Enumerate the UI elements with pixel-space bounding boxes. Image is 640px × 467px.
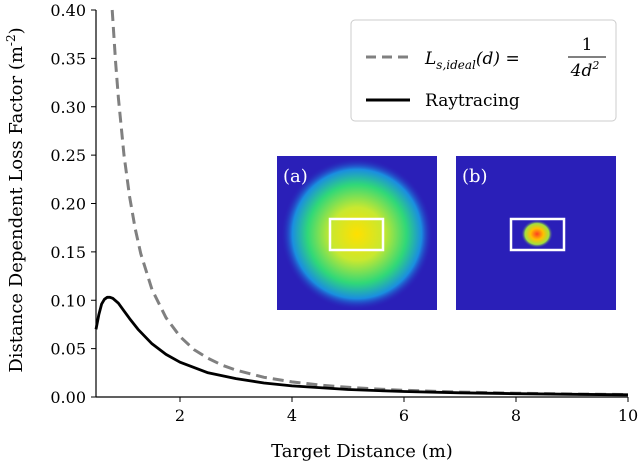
- legend-box: [350, 19, 617, 122]
- x-tick-label: 2: [175, 406, 185, 425]
- y-tick-label: 0.20: [50, 195, 86, 214]
- y-tick-label: 0.05: [50, 340, 86, 359]
- legend-ideal-sub: s,ideal: [436, 58, 476, 72]
- inset-b: (b): [456, 156, 616, 310]
- inset-a-roi-box: [328, 217, 385, 252]
- x-ticks: 2 4 6 8 10: [175, 397, 638, 425]
- y-axis-label: Distance Dependent Loss Factor (m-2): [4, 27, 27, 372]
- y-ticks: 0.00 0.05 0.10 0.15 0.20 0.25 0.30 0.35 0.40: [50, 1, 96, 407]
- inset-a-spot: [281, 158, 433, 310]
- legend-label-raytracing: Raytracing: [425, 91, 520, 111]
- y-axis-label-sup: -2: [4, 34, 18, 46]
- legend-ideal-prefix: L: [424, 49, 436, 69]
- legend-ideal-arg: (d) =: [476, 49, 520, 69]
- legend-ideal-denominator-sup: 2: [591, 59, 599, 72]
- series-group: [94, 9, 629, 397]
- x-tick-label: 6: [399, 406, 409, 425]
- y-tick-label: 0.30: [50, 98, 86, 117]
- y-tick-label: 0.40: [50, 1, 86, 20]
- y-tick-label: 0.00: [50, 388, 86, 407]
- legend-label-ideal: Ls,ideal(d) =: [424, 49, 520, 72]
- x-tick-label: 10: [618, 406, 638, 425]
- x-axis-label: Target Distance (m): [271, 441, 453, 462]
- series-raytracing-line: [94, 295, 629, 397]
- y-axis-label-close: ): [6, 27, 27, 34]
- inset-a-tag: (a): [283, 166, 308, 187]
- y-tick-label: 0.25: [50, 146, 86, 165]
- y-axis-label-main: Distance Dependent Loss Factor (m: [6, 46, 27, 373]
- inset-b-spot: [521, 220, 553, 248]
- inset-a: (a): [277, 156, 437, 310]
- axes: 2 4 6 8 10 0.000.050.100.150.200.250.300.350…: [50, 1, 638, 425]
- y-tick-label: 0.35: [50, 49, 86, 68]
- legend-ideal-numerator: 1: [582, 35, 593, 55]
- x-tick-label: 4: [287, 406, 297, 425]
- legend-ideal-denominator-base: 4d: [570, 61, 593, 81]
- inset-b-roi-box: [509, 217, 566, 252]
- legend: Ls,ideal(d) = 1 4d2 Raytracing: [350, 19, 617, 122]
- y-tick-label: 0.15: [50, 243, 86, 262]
- x-tick-label: 8: [511, 406, 521, 425]
- legend-ideal-denominator: 4d2: [570, 59, 600, 81]
- inset-b-tag: (b): [462, 166, 488, 187]
- y-tick-label: 0.10: [50, 291, 86, 310]
